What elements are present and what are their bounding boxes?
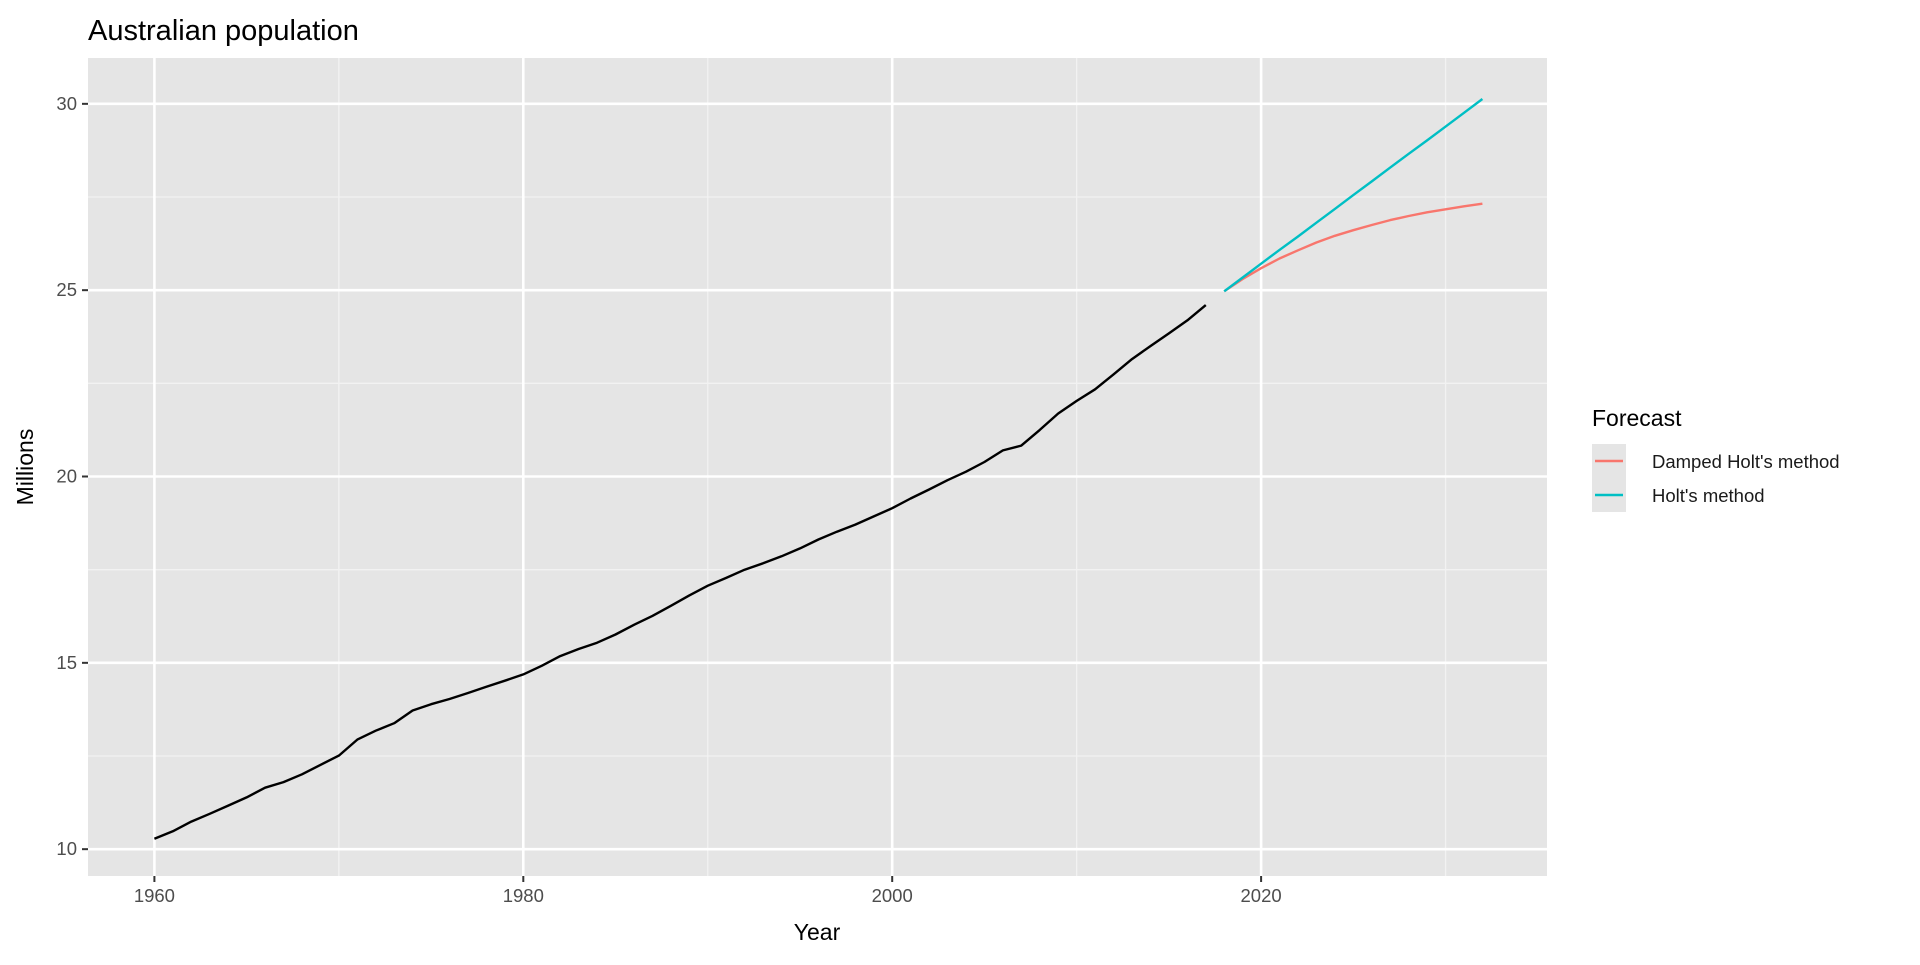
axes: 10 15 20 25 30 1960 1980 2000 2020 (56, 93, 1281, 906)
y-tick-label: 20 (56, 466, 77, 487)
x-tick-label: 1980 (503, 885, 544, 906)
plot-panel (88, 58, 1547, 876)
legend-label-damped: Damped Holt's method (1652, 451, 1840, 472)
y-tick-label: 10 (56, 838, 77, 859)
legend-label-holt: Holt's method (1652, 485, 1765, 506)
series-line-holt (1223, 98, 1484, 293)
legend-title: Forecast (1592, 405, 1682, 431)
y-tick-label: 30 (56, 93, 77, 114)
y-tick-label: 15 (56, 652, 77, 673)
x-tick-label: 2020 (1241, 885, 1282, 906)
grid (88, 58, 1547, 876)
y-tick-label: 25 (56, 279, 77, 300)
series-lines (153, 98, 1484, 840)
legend: Forecast Damped Holt's method Holt's met… (1592, 405, 1840, 512)
y-axis-label: Millions (12, 429, 38, 506)
series-line-damped-holt (1223, 202, 1483, 293)
x-tick-label: 1960 (134, 885, 175, 906)
x-tick-label: 2000 (872, 885, 913, 906)
chart-title: Australian population (88, 15, 359, 47)
x-axis-label: Year (794, 919, 841, 945)
series-line-observed (153, 304, 1207, 840)
